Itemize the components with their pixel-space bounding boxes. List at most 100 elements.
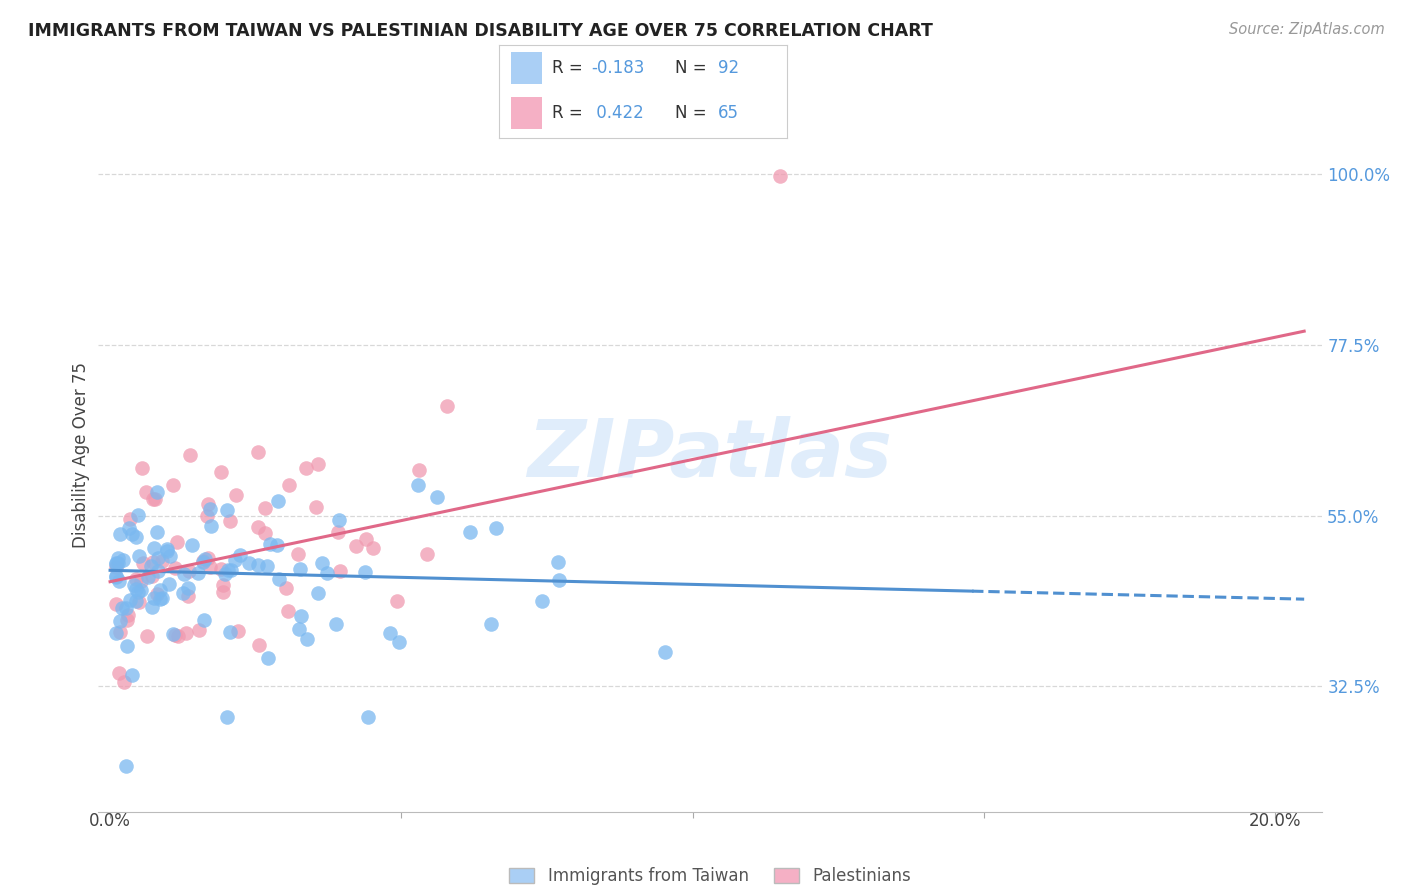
Point bbox=[105, 569, 128, 583]
Point bbox=[253, 525, 276, 540]
Point bbox=[307, 586, 329, 600]
Point bbox=[253, 501, 276, 516]
Point bbox=[458, 524, 481, 539]
Point bbox=[115, 600, 138, 615]
Point bbox=[145, 587, 167, 601]
Point bbox=[769, 169, 792, 184]
Point bbox=[194, 552, 217, 566]
Point bbox=[118, 593, 141, 607]
Point bbox=[162, 478, 184, 492]
Point bbox=[146, 564, 169, 578]
Text: -0.183: -0.183 bbox=[592, 59, 645, 77]
Point bbox=[138, 570, 160, 584]
Point bbox=[267, 572, 290, 586]
Point bbox=[112, 553, 135, 567]
Point bbox=[104, 559, 127, 574]
Text: 20.0%: 20.0% bbox=[1249, 812, 1302, 830]
Point bbox=[247, 445, 270, 459]
Point bbox=[479, 616, 502, 631]
Point bbox=[135, 629, 157, 643]
Point bbox=[547, 556, 569, 570]
Text: R =: R = bbox=[553, 59, 583, 77]
Point bbox=[198, 560, 221, 574]
Point bbox=[356, 533, 378, 547]
Point bbox=[121, 668, 143, 682]
Point bbox=[165, 628, 187, 642]
Point bbox=[191, 554, 214, 568]
Point bbox=[214, 566, 236, 581]
Point bbox=[107, 557, 129, 571]
Point bbox=[266, 538, 288, 552]
Point bbox=[145, 491, 167, 506]
Point bbox=[177, 589, 200, 603]
Point bbox=[125, 572, 148, 586]
Text: N =: N = bbox=[675, 104, 707, 122]
Point bbox=[247, 638, 270, 652]
Point bbox=[209, 562, 232, 576]
Point bbox=[188, 624, 211, 638]
Point bbox=[111, 601, 134, 615]
Y-axis label: Disability Age Over 75: Disability Age Over 75 bbox=[72, 362, 90, 548]
Point bbox=[167, 629, 190, 643]
Point bbox=[295, 632, 318, 646]
Point bbox=[129, 574, 152, 589]
Point bbox=[329, 565, 352, 579]
Point bbox=[485, 521, 508, 535]
Point bbox=[344, 539, 367, 553]
Point bbox=[436, 399, 458, 413]
Point bbox=[406, 478, 429, 492]
Point bbox=[325, 617, 347, 632]
Point bbox=[200, 519, 222, 533]
Point bbox=[142, 555, 165, 569]
Point bbox=[125, 530, 148, 544]
Point bbox=[197, 497, 219, 511]
Point bbox=[129, 582, 152, 597]
Point bbox=[172, 586, 194, 600]
Point bbox=[290, 609, 312, 624]
Point bbox=[142, 491, 165, 506]
Point bbox=[121, 527, 143, 541]
Point bbox=[328, 513, 350, 527]
Point bbox=[221, 563, 243, 577]
Point bbox=[307, 458, 329, 472]
Point bbox=[229, 549, 252, 563]
Point bbox=[416, 547, 439, 561]
Point bbox=[127, 584, 149, 599]
Point bbox=[209, 466, 232, 480]
Point bbox=[226, 624, 249, 638]
Point bbox=[218, 514, 240, 528]
Point bbox=[143, 541, 166, 556]
Point bbox=[118, 521, 141, 535]
Point bbox=[177, 565, 200, 579]
Point bbox=[388, 635, 411, 649]
Point bbox=[104, 558, 127, 572]
Point bbox=[115, 759, 138, 773]
Point bbox=[141, 569, 163, 583]
Point bbox=[150, 554, 173, 568]
Point bbox=[530, 593, 553, 607]
Point bbox=[108, 526, 131, 541]
Point bbox=[146, 550, 169, 565]
Point bbox=[115, 640, 138, 654]
Point bbox=[108, 624, 131, 639]
Point bbox=[288, 562, 311, 576]
Point bbox=[361, 541, 384, 555]
Point bbox=[174, 625, 197, 640]
Point bbox=[149, 592, 172, 607]
Point bbox=[311, 557, 333, 571]
Point bbox=[212, 577, 235, 591]
Point bbox=[193, 614, 215, 628]
Point bbox=[277, 478, 299, 492]
Point bbox=[215, 502, 238, 516]
Point bbox=[246, 520, 269, 534]
Point bbox=[125, 594, 148, 608]
Point bbox=[212, 585, 235, 599]
Point bbox=[117, 613, 139, 627]
Point bbox=[141, 599, 163, 614]
Point bbox=[139, 559, 162, 574]
Point bbox=[197, 550, 219, 565]
Point bbox=[654, 645, 676, 659]
Point bbox=[257, 651, 280, 665]
Point bbox=[326, 524, 349, 539]
Point bbox=[426, 491, 449, 505]
